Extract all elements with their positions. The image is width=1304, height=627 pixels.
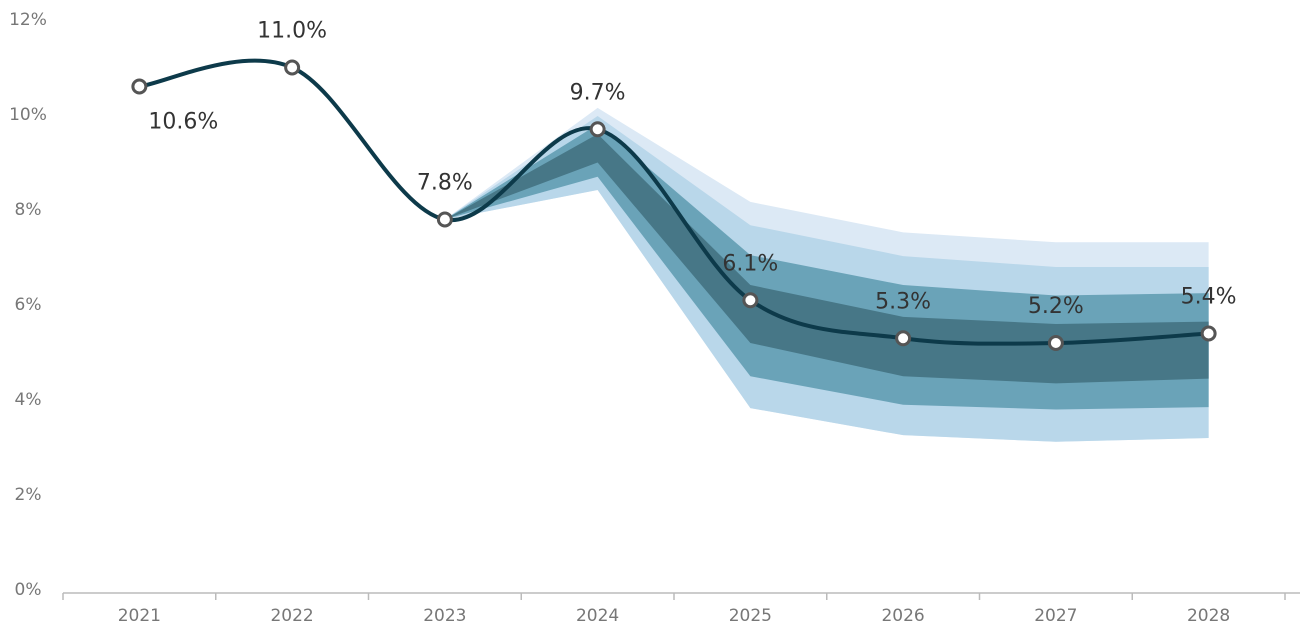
y-tick-label: 0%: [15, 580, 42, 600]
x-tick-label: 2027: [1034, 606, 1077, 626]
y-tick-label: 8%: [15, 200, 42, 220]
point: [284, 59, 301, 76]
y-tick-label: 6%: [15, 295, 42, 315]
point: [895, 330, 912, 347]
data-label: 9.7%: [570, 80, 626, 105]
x-tick-label: 2021: [118, 606, 161, 626]
data-label: 6.1%: [722, 251, 778, 276]
x-tick-label: 2022: [270, 606, 313, 626]
y-tick-label: 4%: [15, 390, 42, 410]
point: [589, 121, 606, 138]
point: [131, 78, 148, 95]
point: [1200, 325, 1217, 342]
data-label: 10.6%: [148, 110, 218, 135]
x-tick-label: 2023: [423, 606, 466, 626]
data-label: 5.4%: [1181, 285, 1237, 310]
point: [436, 211, 453, 228]
x-tick-label: 2024: [576, 606, 619, 626]
y-tick-label: 2%: [15, 485, 42, 505]
data-label: 5.3%: [875, 289, 931, 314]
y-tick-label: 10%: [9, 105, 47, 125]
data-label: 5.2%: [1028, 294, 1084, 319]
fan-band: [444, 134, 1209, 384]
line: [139, 58, 1209, 346]
y-tick-label: 12%: [9, 10, 47, 30]
point: [1047, 335, 1064, 351]
data-label: 7.8%: [417, 171, 473, 196]
x-tick-label: 2026: [881, 606, 924, 626]
x-tick-label: 2028: [1187, 606, 1230, 626]
point: [742, 292, 759, 309]
data-label: 11.0%: [257, 19, 327, 44]
x-tick-label: 2025: [729, 606, 772, 626]
